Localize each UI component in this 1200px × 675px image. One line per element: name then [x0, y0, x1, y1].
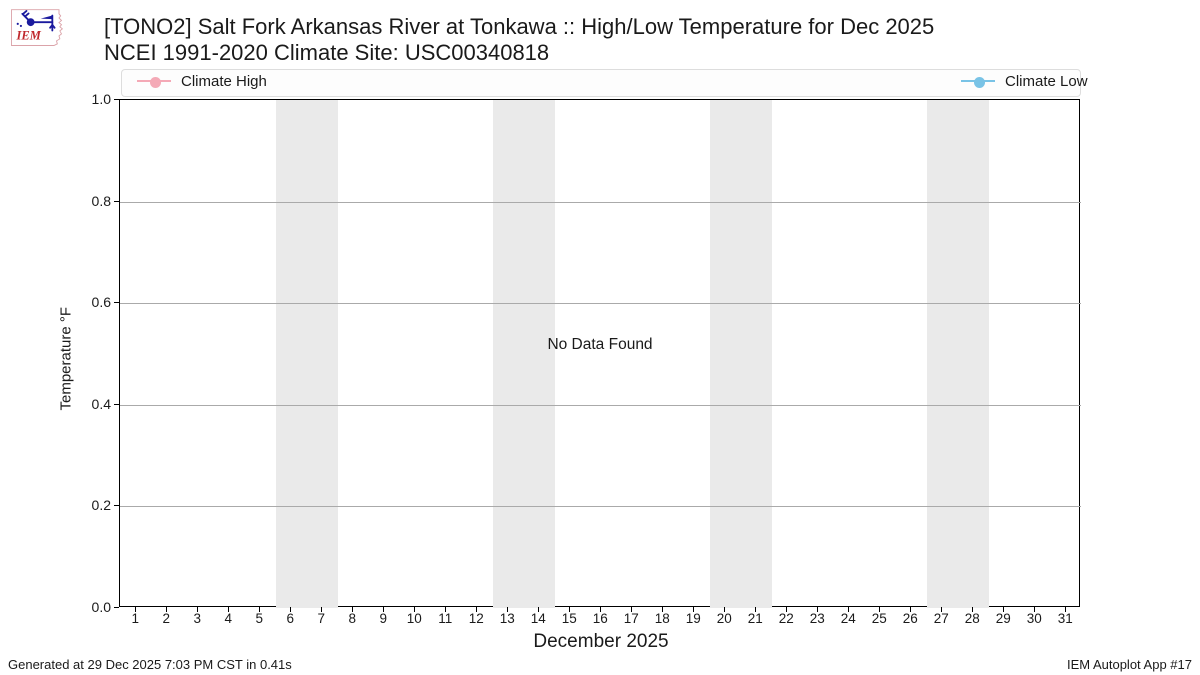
svg-text:IEM: IEM	[16, 29, 42, 43]
